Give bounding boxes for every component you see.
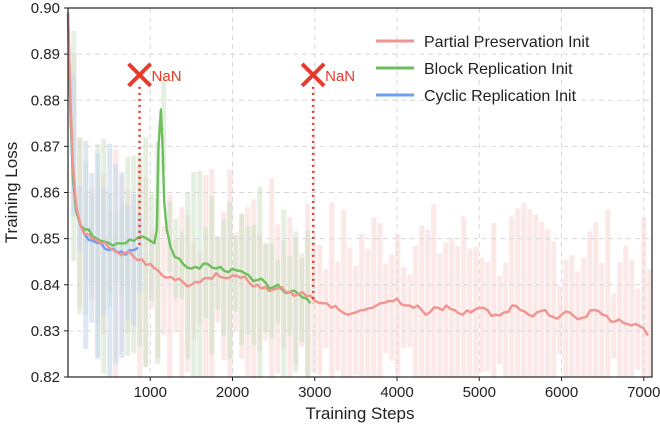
y-axis-ticks: 0.82 0.83 0.84 0.85 0.86 0.87 0.88 0.89 0.90 xyxy=(31,0,68,386)
x-axis-ticks: 1000 2000 3000 4000 5000 6000 7000 xyxy=(134,377,660,401)
x-tick-label: 5000 xyxy=(463,384,496,401)
y-tick-label: 0.83 xyxy=(31,323,60,340)
legend-label: Cyclic Replication Init xyxy=(424,88,577,105)
legend-item: Cyclic Replication Init xyxy=(376,88,577,105)
x-tick-label: 3000 xyxy=(298,384,331,401)
nan-label: NaN xyxy=(152,68,182,85)
y-tick-label: 0.88 xyxy=(31,92,60,109)
y-tick-label: 0.85 xyxy=(31,231,60,248)
x-tick-label: 7000 xyxy=(627,384,660,401)
legend-label: Block Replication Init xyxy=(424,61,573,78)
series-line-2 xyxy=(66,12,312,304)
y-axis-label: Training Loss xyxy=(2,142,21,243)
legend: Partial Preservation Init Block Replicati… xyxy=(376,34,590,105)
y-tick-label: 0.86 xyxy=(31,185,60,202)
y-tick-label: 0.87 xyxy=(31,138,60,155)
x-tick-label: 2000 xyxy=(216,384,249,401)
x-tick-label: 1000 xyxy=(134,384,167,401)
nan-x-marker xyxy=(127,62,152,88)
legend-item: Partial Preservation Init xyxy=(376,34,590,51)
legend-item: Block Replication Init xyxy=(376,61,573,78)
nan-label: NaN xyxy=(325,68,355,85)
x-tick-label: 4000 xyxy=(380,384,413,401)
y-tick-label: 0.90 xyxy=(31,0,60,17)
series-lines xyxy=(66,12,649,337)
y-tick-label: 0.82 xyxy=(31,369,60,386)
x-tick-label: 6000 xyxy=(545,384,578,401)
y-tick-label: 0.89 xyxy=(31,46,60,63)
nan-x-marker xyxy=(300,62,326,88)
legend-label: Partial Preservation Init xyxy=(424,34,590,51)
x-axis-label: Training Steps xyxy=(306,404,415,423)
nan-annotations: NaN NaN xyxy=(127,62,355,304)
series-line-1 xyxy=(66,12,649,337)
y-tick-label: 0.84 xyxy=(31,277,60,294)
